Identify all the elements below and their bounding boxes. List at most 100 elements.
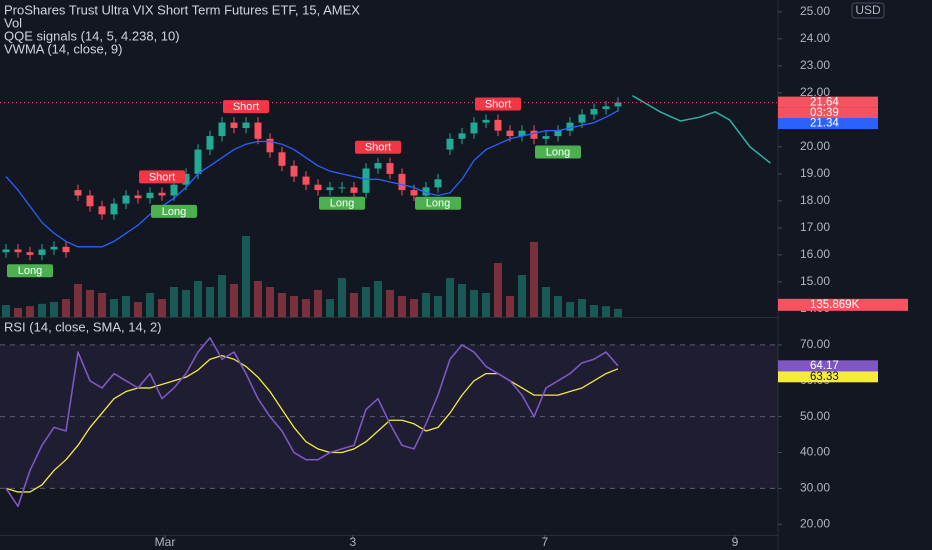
candle-body [50, 246, 58, 250]
volume-bar [518, 275, 526, 317]
candle-body [218, 122, 226, 137]
signal-label: Long [162, 206, 186, 218]
price-tag-label: 21.64 [810, 97, 839, 109]
signal-label: Long [18, 265, 42, 277]
y-tick-label: 15.00 [800, 274, 830, 288]
signal-label: Short [485, 98, 511, 110]
overlay: ProShares Trust Ultra VIX Short Term Fut… [4, 2, 885, 334]
volume-bar [314, 290, 322, 317]
candle-body [602, 106, 610, 110]
candle-body [362, 168, 370, 193]
signal-label: Long [426, 198, 450, 210]
y-tick-label: 19.00 [800, 166, 830, 180]
y-tick-label: 25.00 [800, 4, 830, 18]
candle-body [14, 249, 22, 253]
legend-vwma: VWMA (14, close, 9) [4, 41, 122, 56]
y-tick-label: 20.00 [800, 516, 830, 530]
candle-body [350, 187, 358, 193]
countdown-tag [778, 107, 878, 119]
volume-bar [290, 296, 298, 317]
rsi-tag-label: 64.17 [810, 360, 839, 372]
candle-body [278, 152, 286, 166]
candle-body [422, 187, 430, 196]
candle-body [134, 195, 142, 199]
candle-body [386, 163, 394, 174]
legend-qqe: QQE signals (14, 5, 4.238, 10) [4, 28, 180, 43]
x-tick-label: 9 [732, 535, 739, 549]
signal-label: Long [546, 146, 570, 158]
volume-bar [158, 299, 166, 317]
volume-bar [218, 275, 226, 317]
legend-volume: Vol [4, 15, 22, 30]
volume-bar [170, 287, 178, 317]
candle-body [374, 163, 382, 169]
x-tick-label: 7 [541, 535, 548, 549]
candle-body [578, 114, 586, 123]
countdown-label: 03:39 [810, 107, 839, 119]
candle-body [194, 149, 202, 174]
signal-label: Short [365, 142, 391, 154]
signal-label: Short [149, 171, 175, 183]
candle-body [62, 246, 70, 253]
plot: 14.0015.0016.0017.0018.0019.0020.0021.00… [0, 4, 908, 549]
volume-bar [62, 299, 70, 317]
volume-bar [14, 308, 22, 317]
volume-bar [494, 263, 502, 317]
candle-body [170, 184, 178, 196]
volume-bar [266, 287, 274, 317]
signal-box [151, 204, 197, 218]
volume-bar [602, 306, 610, 317]
volume-bar [374, 281, 382, 317]
y-tick-label: 70.00 [800, 337, 830, 351]
y-tick-label: 20.00 [800, 139, 830, 153]
candle-body [446, 138, 454, 150]
volume-bar [590, 305, 598, 317]
currency-badge[interactable] [851, 2, 885, 19]
rsi-band [0, 344, 778, 489]
volume-tag-label: 135.869K [810, 299, 860, 311]
volume-bar [506, 296, 514, 317]
volume-bar [470, 290, 478, 317]
candle-body [158, 192, 166, 196]
sma-tag-label: 63.33 [810, 371, 839, 383]
volume-bar [134, 302, 142, 317]
signal-box [355, 140, 401, 154]
rsi-tag [778, 360, 878, 372]
candle-body [98, 206, 106, 215]
volume-bar [146, 293, 154, 317]
candle-body [494, 119, 502, 131]
candle-body [110, 203, 118, 215]
vwma-tag-label: 21.34 [810, 118, 839, 130]
signal-box [475, 97, 521, 111]
sma-tag [778, 371, 878, 383]
volume-bar [86, 290, 94, 317]
volume-bar [242, 236, 250, 317]
signal-box [223, 100, 269, 114]
currency[interactable]: USD [855, 3, 881, 17]
candle-body [398, 173, 406, 191]
candle-body [38, 249, 46, 255]
candle-body [458, 133, 466, 139]
candle-body [146, 192, 154, 199]
y-tick-label: 24.00 [800, 31, 830, 45]
volume-bar [50, 302, 58, 317]
volume-bar [530, 242, 538, 317]
y-tick-label: 50.00 [800, 409, 830, 423]
vwma-tag [778, 118, 878, 130]
volume-bar [206, 287, 214, 317]
volume-bar [2, 305, 10, 317]
candle-body [566, 122, 574, 131]
candle-body [122, 195, 130, 204]
volume-bar [422, 293, 430, 317]
candle-body [554, 130, 562, 137]
candle-body [302, 176, 310, 185]
volume-bar [26, 306, 34, 317]
x-tick-label: 3 [349, 535, 356, 549]
rsi-title: RSI (14, close, SMA, 14, 2) [4, 319, 162, 334]
volume-bar [110, 299, 118, 317]
signal-box [7, 264, 53, 278]
candle-body [74, 190, 82, 196]
candle-body [182, 173, 190, 185]
volume-bar [446, 278, 454, 317]
